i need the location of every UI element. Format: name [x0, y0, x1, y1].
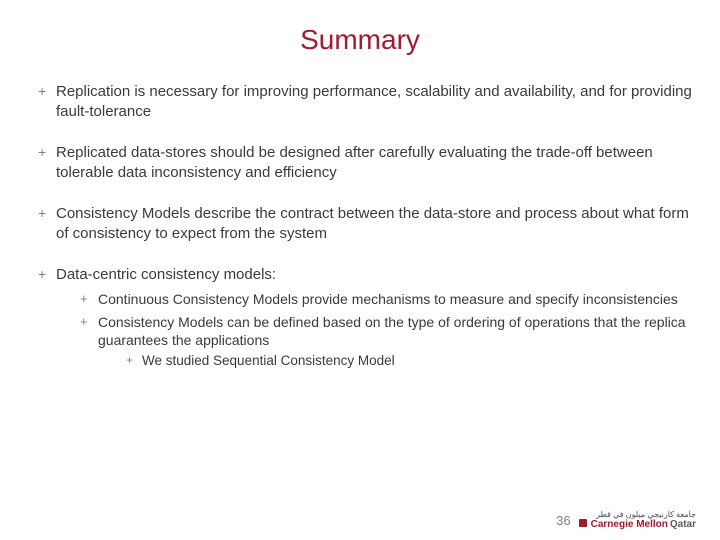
bullet-list: Replication is necessary for improving p… — [28, 82, 692, 370]
slide-container: Summary Replication is necessary for imp… — [0, 0, 720, 540]
bullet-item: Data-centric consistency models: Continu… — [28, 265, 692, 370]
sub-sub-bullet-text: We studied Sequential Consistency Model — [142, 353, 395, 368]
bullet-text: Replicated data-stores should be designe… — [56, 144, 653, 181]
university-logo: جامعة كارنيجي ميلون في قطر Carnegie Mell… — [579, 510, 696, 530]
bullet-item: Consistency Models describe the contract… — [28, 204, 692, 243]
sub-bullet-item: Consistency Models can be defined based … — [80, 314, 692, 370]
sub-bullet-item: Continuous Consistency Models provide me… — [80, 291, 692, 309]
slide-title: Summary — [28, 24, 692, 56]
logo-qatar: Qatar — [670, 519, 696, 530]
sub-sub-bullet-item: We studied Sequential Consistency Model — [126, 353, 692, 370]
bullet-text: Replication is necessary for improving p… — [56, 83, 692, 120]
logo-carnegie-mellon: Carnegie Mellon — [591, 519, 668, 530]
bullet-item: Replication is necessary for improving p… — [28, 82, 692, 121]
page-number: 36 — [556, 513, 570, 528]
sub-sub-bullet-list: We studied Sequential Consistency Model — [98, 353, 692, 370]
bullet-text: Consistency Models describe the contract… — [56, 205, 689, 242]
logo-dot-icon — [579, 519, 587, 527]
sub-bullet-list: Continuous Consistency Models provide me… — [56, 291, 692, 370]
bullet-text: Data-centric consistency models: — [56, 266, 276, 283]
logo-arabic-text: جامعة كارنيجي ميلون في قطر — [596, 510, 696, 519]
slide-footer: 36 جامعة كارنيجي ميلون في قطر Carnegie M… — [556, 510, 696, 530]
sub-bullet-text: Consistency Models can be defined based … — [98, 314, 686, 348]
logo-main-text: Carnegie Mellon Qatar — [579, 519, 696, 530]
bullet-item: Replicated data-stores should be designe… — [28, 143, 692, 182]
sub-bullet-text: Continuous Consistency Models provide me… — [98, 291, 678, 307]
